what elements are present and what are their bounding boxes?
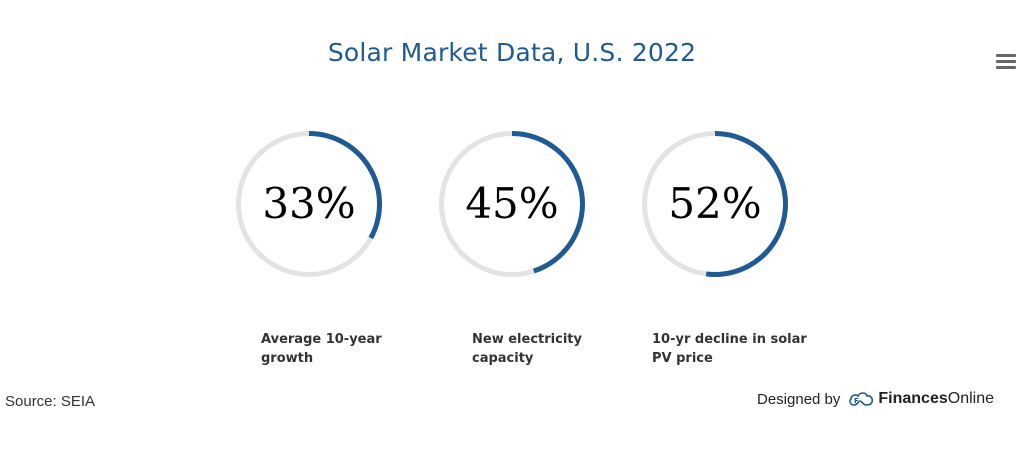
source-note: Source: SEIA — [5, 393, 96, 410]
financesonline-cloud-logo-icon: F — [849, 392, 874, 406]
ring-arc-2 — [705, 131, 788, 277]
ring-label-0-line2: growth — [261, 351, 314, 366]
ring-label-1: New electricity capacity — [472, 330, 662, 368]
designed-by-credit: Designed by F Finances Online — [757, 390, 994, 408]
ring-value-1: 45% — [465, 179, 558, 228]
ring-value-2: 52% — [668, 179, 761, 228]
ring-arc-0 — [308, 131, 382, 240]
ring-label-0: Average 10-year growth — [261, 330, 451, 368]
ring-value-0: 33% — [262, 179, 355, 228]
designed-by-text: Designed by — [757, 390, 841, 408]
chart-title: Solar Market Data, U.S. 2022 — [327, 38, 697, 67]
brand-name-bold: Finances — [878, 390, 948, 407]
hamburger-menu-icon[interactable] — [996, 54, 1016, 71]
ring-label-2: 10-yr decline in solar PV price — [652, 330, 842, 368]
ring-arc-1 — [511, 131, 585, 274]
brand-name-light: Online — [947, 390, 994, 407]
svg-text:F: F — [854, 397, 859, 405]
ring-label-1-line2: capacity — [472, 351, 534, 366]
ring-label-1-line1: New electricity — [472, 332, 582, 347]
ring-label-2-line2: PV price — [652, 351, 713, 366]
ring-label-2-line1: 10-yr decline in solar — [652, 332, 807, 347]
ring-label-0-line1: Average 10-year — [261, 332, 382, 347]
